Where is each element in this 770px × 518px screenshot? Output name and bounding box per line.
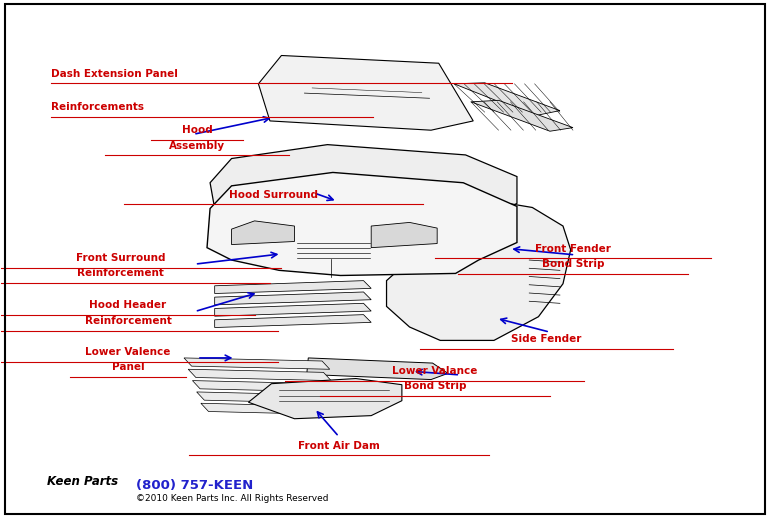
Text: Bond Strip: Bond Strip bbox=[542, 259, 604, 269]
Polygon shape bbox=[471, 100, 573, 131]
Text: (800) 757-KEEN: (800) 757-KEEN bbox=[136, 479, 253, 492]
Polygon shape bbox=[215, 292, 371, 305]
Polygon shape bbox=[210, 145, 517, 211]
Text: Hood Header: Hood Header bbox=[89, 300, 166, 310]
Text: Bond Strip: Bond Strip bbox=[403, 381, 466, 391]
Polygon shape bbox=[259, 55, 474, 130]
Text: Keen Parts: Keen Parts bbox=[48, 475, 119, 488]
Polygon shape bbox=[387, 197, 571, 340]
Text: Reinforcement: Reinforcement bbox=[85, 316, 172, 326]
Polygon shape bbox=[454, 83, 560, 116]
Text: Side Fender: Side Fender bbox=[511, 334, 581, 344]
Text: Hood: Hood bbox=[182, 125, 213, 135]
Polygon shape bbox=[249, 379, 402, 419]
Text: Front Air Dam: Front Air Dam bbox=[298, 440, 380, 451]
Polygon shape bbox=[192, 381, 333, 392]
Text: Front Surround: Front Surround bbox=[75, 253, 165, 263]
Text: Hood Surround: Hood Surround bbox=[229, 190, 318, 199]
Text: Dash Extension Panel: Dash Extension Panel bbox=[52, 68, 178, 79]
Polygon shape bbox=[371, 222, 437, 248]
Polygon shape bbox=[306, 358, 448, 380]
Polygon shape bbox=[232, 221, 294, 244]
Text: Reinforcement: Reinforcement bbox=[77, 268, 164, 279]
Text: Lower Valance: Lower Valance bbox=[392, 366, 477, 376]
Polygon shape bbox=[215, 314, 371, 327]
Polygon shape bbox=[207, 172, 517, 276]
Text: ©2010 Keen Parts Inc. All Rights Reserved: ©2010 Keen Parts Inc. All Rights Reserve… bbox=[136, 494, 328, 502]
Text: Panel: Panel bbox=[112, 362, 144, 372]
Polygon shape bbox=[188, 369, 331, 381]
Text: Front Fender: Front Fender bbox=[535, 243, 611, 254]
Text: Assembly: Assembly bbox=[169, 141, 225, 151]
Text: Reinforcements: Reinforcements bbox=[52, 102, 144, 112]
Text: Lower Valence: Lower Valence bbox=[85, 347, 171, 357]
Polygon shape bbox=[184, 358, 330, 369]
Polygon shape bbox=[215, 281, 371, 294]
Polygon shape bbox=[215, 304, 371, 316]
Polygon shape bbox=[201, 403, 335, 414]
Polygon shape bbox=[196, 392, 334, 403]
